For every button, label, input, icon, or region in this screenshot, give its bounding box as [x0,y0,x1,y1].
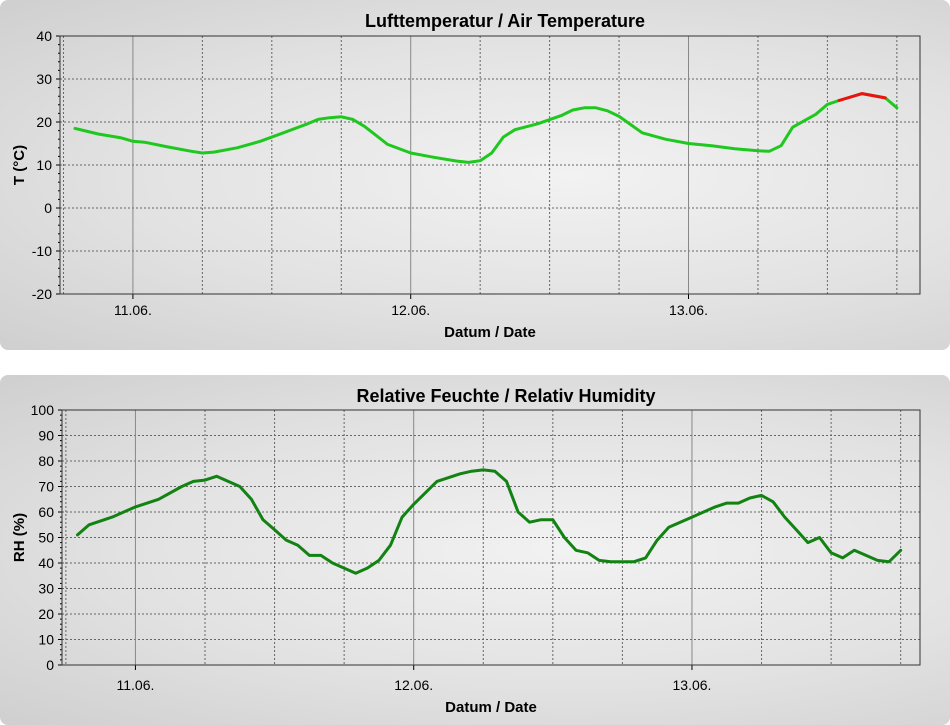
y-tick-label: 100 [31,402,55,418]
y-tick-label: 30 [36,71,52,87]
x-tick-label: 12.06. [391,302,430,318]
chart-title: Relative Feuchte / Relativ Humidity [356,386,655,406]
y-axis-label: T (°C) [11,145,28,185]
temperature-chart-panel: 40 30 20 10 0 -10 -20 11.06. 12.06. 13.06. Lufttem… [0,0,950,350]
y-tick-label: 80 [38,453,54,469]
x-tick-label: 13.06. [673,677,712,693]
temperature-chart: 40 30 20 10 0 -10 -20 11.06. 12.06. 13.06. Lufttem… [11,11,921,341]
y-tick-label: -20 [32,286,52,302]
y-tick-label: 90 [38,428,54,444]
x-tick-label: 12.06. [394,677,433,693]
y-axis-label: RH (%) [11,513,28,562]
x-tick-label: 11.06. [116,677,154,693]
y-tick-label: 0 [46,657,54,673]
chart-title: Lufttemperatur / Air Temperature [365,11,645,31]
x-axis-label: Datum / Date [445,699,537,716]
y-tick-label: 40 [38,555,54,571]
series-line [76,468,903,575]
y-tick-label: 10 [38,632,54,648]
y-tick-label: 20 [36,114,52,130]
plot-frame [61,409,921,666]
series-line [73,92,899,164]
x-tick-label: 13.06. [669,302,708,318]
y-tick-label: 60 [38,504,54,520]
series-line-highlight [837,92,887,102]
y-tick-label: 10 [36,157,52,173]
y-tick-label: -10 [32,243,52,259]
y-tick-label: 0 [44,200,52,216]
y-tick-label: 20 [38,606,54,622]
y-tick-label: 40 [36,28,52,44]
y-tick-label: 70 [38,479,54,495]
y-tick-label: 50 [38,530,54,546]
x-axis-label: Datum / Date [444,324,536,341]
y-tick-label: 30 [38,581,54,597]
plot-frame [59,35,921,295]
x-tick-label: 11.06. [114,302,152,318]
humidity-chart-panel: 100 90 80 70 60 50 40 30 20 10 0 11.06. 12.06. 13.06.… [0,375,950,725]
